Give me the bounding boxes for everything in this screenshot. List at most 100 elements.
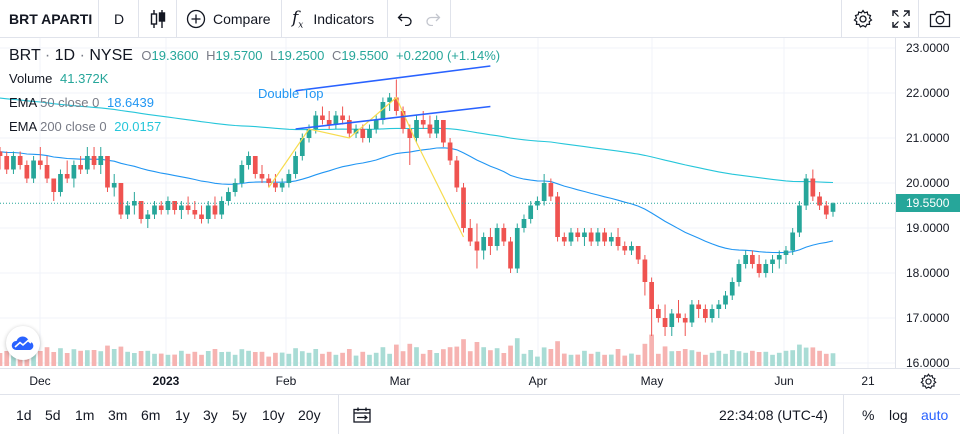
volume-bars [0,334,836,366]
volume-bar [662,346,668,366]
candle [427,115,433,138]
pattern-lower-line [295,105,491,130]
volume-bar [306,352,312,366]
range-button-1y[interactable]: 1y [175,406,190,423]
time-axis[interactable]: Dec 2023 Feb Mar Apr May Jun 21 [0,368,960,394]
pattern-upper-line [295,65,491,92]
volume-bar [447,347,453,366]
range-button-6m[interactable]: 6m [141,406,161,423]
volume-legend[interactable]: Volume 41.372K [9,71,108,86]
candle [326,111,332,129]
legend-low-value: 19.2500 [277,48,325,63]
candle [763,259,769,278]
fullscreen-button[interactable] [892,0,910,38]
candle [313,111,319,134]
time-tick: 2023 [152,374,180,388]
candle [521,214,527,233]
candle [179,201,184,219]
volume-bar [353,355,359,366]
candle [407,124,413,165]
range-button-5y[interactable]: 5y [232,406,247,423]
ema200-label: EMA [9,119,37,134]
volume-bar [561,353,567,366]
volume-bar [313,349,319,366]
volume-bar [246,350,251,366]
percent-scale-toggle[interactable]: % [862,406,875,423]
volume-bar [0,353,3,366]
range-button-5d[interactable]: 5d [45,406,61,423]
toolbar-divider [450,0,451,38]
compare-label: Compare [213,11,271,27]
volume-bar [716,350,722,366]
range-button-3y[interactable]: 3y [203,406,218,423]
volume-bar [817,350,822,366]
volume-bar [655,353,661,366]
chart-pane[interactable]: Double Top BRT · 1D · NYSE O19.3600 H19.… [0,38,960,368]
range-button-1d[interactable]: 1d [16,406,32,423]
toolbar-divider [387,0,388,38]
volume-bar [682,349,688,366]
volume-bar [803,347,809,366]
volume-bar [649,334,654,366]
compare-button[interactable]: Compare [186,0,271,38]
volume-bar [360,351,366,366]
chart-type-button[interactable] [149,0,167,38]
volume-bar [252,352,258,366]
toolbar-divider [138,0,139,38]
candle [259,165,265,183]
log-scale-toggle[interactable]: log [889,406,908,423]
volume-bar [64,353,70,366]
range-button-3m[interactable]: 3m [108,406,128,423]
tradingview-logo[interactable] [6,326,40,360]
candle [709,304,715,323]
legend-open-label: O [141,48,152,63]
candle [158,201,164,215]
range-button-1m[interactable]: 1m [75,406,95,423]
redo-button[interactable] [425,0,441,38]
volume-value: 41.372K [60,71,109,86]
plus-circle-icon [186,9,206,29]
range-button-20y[interactable]: 20y [298,406,321,423]
symbol-search-button[interactable]: BRT APARTI [9,11,93,27]
volume-bar [293,348,298,366]
interval-button[interactable]: D [114,11,125,27]
range-button-10y[interactable]: 10y [262,406,285,423]
ema50-legend[interactable]: EMA 50 close 0 18.6439 [9,95,154,110]
volume-bar [535,356,540,366]
volume-bar [696,351,701,366]
price-chart[interactable]: Double Top [0,38,960,368]
settings-button[interactable] [853,0,873,38]
legend-symbol: BRT [9,47,41,64]
time-tick: May [640,374,664,388]
candle [454,156,460,192]
volume-bar [635,354,641,366]
axis-settings-button[interactable] [920,373,937,395]
symbol-legend: BRT · 1D · NYSE O19.3600 H19.5700 L19.25… [9,47,501,64]
candle [333,111,339,129]
undo-button[interactable] [397,0,413,38]
date-range-button[interactable] [353,395,371,434]
candle [790,228,796,255]
candle [810,169,816,201]
candle [380,97,386,125]
candle [199,205,204,224]
snapshot-button[interactable] [929,0,951,38]
candle [501,223,507,246]
candles-icon [150,10,166,28]
volume-bar [219,352,225,366]
price-tick: 21.0000 [906,131,950,145]
price-tick: 18.0000 [906,266,950,280]
volume-bar [743,352,749,366]
auto-scale-toggle[interactable]: auto [921,406,949,423]
legend-change: +0.2200 (+1.14%) [396,48,501,63]
camera-icon [929,11,951,28]
candle [346,115,352,138]
price-tick: 17.0000 [906,311,950,325]
price-tick: 16.0000 [906,356,950,370]
double-top-pattern[interactable] [268,65,491,238]
volume-bar [595,351,601,366]
indicators-button[interactable]: fx Indicators [292,0,374,38]
candle [662,304,668,336]
timezone-clock[interactable]: 22:34:08 (UTC-4) [719,406,828,423]
ema200-legend[interactable]: EMA 200 close 0 20.0157 [9,119,161,134]
